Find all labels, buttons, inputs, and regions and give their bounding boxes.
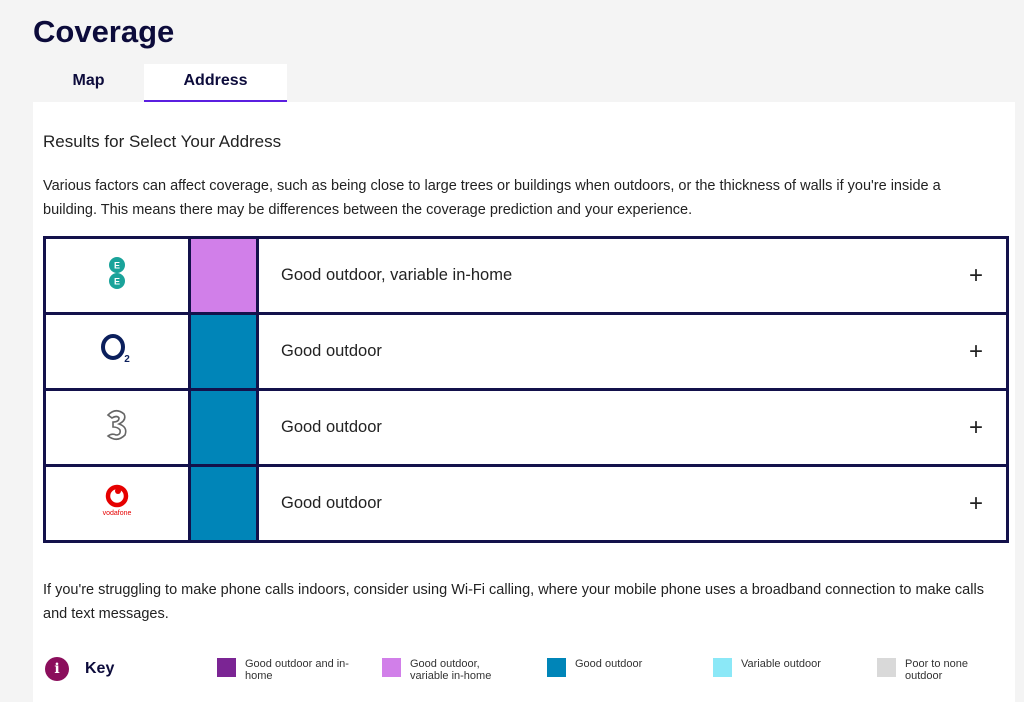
tab-map[interactable]: Map [72, 72, 105, 89]
key-swatch [217, 658, 236, 677]
svg-text:2: 2 [124, 354, 130, 364]
coverage-color-swatch [188, 464, 259, 543]
expand-plus-icon[interactable]: + [946, 236, 1009, 315]
coverage-description: Various factors can affect coverage, suc… [43, 178, 941, 218]
key-title: Key [85, 660, 115, 677]
svg-text:E: E [114, 277, 120, 287]
address-results-panel: Results for Select Your Address Various … [33, 102, 1015, 702]
key-swatch [877, 658, 896, 677]
table-row[interactable]: Good outdoor + [43, 388, 1009, 467]
table-row[interactable]: vodafone Good outdoor + [43, 464, 1009, 543]
coverage-color-swatch [188, 312, 259, 391]
expand-plus-icon[interactable]: + [946, 464, 1009, 543]
page-title: Coverage [33, 14, 175, 49]
coverage-label: Good outdoor, variable in-home [256, 236, 946, 315]
info-icon[interactable]: i [45, 657, 69, 681]
coverage-label: Good outdoor [256, 464, 946, 543]
key-swatch [713, 658, 732, 677]
results-heading: Results for Select Your Address [43, 132, 282, 151]
expand-plus-icon[interactable]: + [946, 388, 1009, 467]
vodafone-logo: vodafone [43, 464, 191, 543]
table-row[interactable]: 2 Good outdoor + [43, 312, 1009, 391]
coverage-label: Good outdoor [256, 312, 946, 391]
key-swatch [382, 658, 401, 677]
expand-plus-icon[interactable]: + [946, 312, 1009, 391]
tab-address[interactable]: Address [144, 64, 287, 104]
key-swatch [547, 658, 566, 677]
o2-logo: 2 [43, 312, 191, 391]
coverage-color-swatch [188, 388, 259, 467]
svg-text:vodafone: vodafone [103, 510, 132, 517]
three-logo [43, 388, 191, 467]
wifi-calling-note: If you're struggling to make phone calls… [43, 582, 984, 622]
coverage-label: Good outdoor [256, 388, 946, 467]
coverage-color-swatch [188, 236, 259, 315]
coverage-key: i Key Good outdoor and in-home Good outd… [45, 654, 1005, 684]
svg-text:E: E [114, 261, 120, 271]
